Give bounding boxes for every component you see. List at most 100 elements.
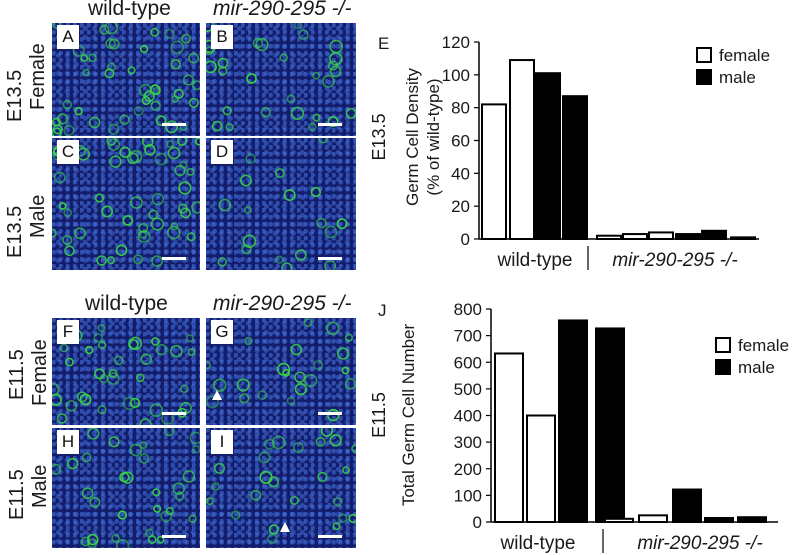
germ-cell (139, 418, 152, 425)
germ-cell (160, 510, 173, 523)
legend-swatch (715, 337, 731, 353)
germ-cell (117, 510, 128, 520)
panel-letter: H (57, 430, 79, 454)
germ-cell (80, 536, 91, 547)
germ-cell (129, 397, 141, 409)
germ-cell (188, 514, 197, 523)
germ-cell (137, 230, 151, 243)
y-tick-label: 200 (454, 460, 482, 479)
scale-bar (318, 535, 342, 538)
germ-cell (182, 470, 196, 483)
bar (596, 234, 622, 240)
germ-cell (74, 107, 83, 116)
y-tick-label: 600 (454, 353, 482, 372)
micrograph-panel: A (52, 23, 200, 136)
germ-cell (115, 244, 128, 256)
germ-cell (109, 155, 122, 168)
micrograph-panel: I (206, 428, 356, 548)
germ-cell (255, 37, 269, 52)
bar (704, 517, 734, 524)
micrograph-cells (217, 138, 348, 270)
germ-cell (236, 378, 250, 392)
scale-bar (162, 257, 186, 260)
germ-cell (122, 396, 136, 411)
germ-cell (76, 391, 88, 403)
germ-cell (342, 466, 350, 474)
legend-label: female (738, 336, 789, 355)
germ-cell (129, 443, 143, 457)
germ-cell (257, 390, 268, 401)
germ-cell (225, 123, 234, 132)
germ-cell (149, 403, 164, 417)
row-label-e135-female-stage: E13.5 (4, 69, 26, 122)
germ-cell (191, 201, 200, 214)
germ-cell (286, 94, 296, 104)
germ-cell (298, 29, 309, 40)
panel-letter: G (211, 320, 233, 344)
legend-label: male (719, 68, 756, 87)
x-group-label: mir-290-295 -/- (612, 250, 737, 271)
scale-bar (318, 412, 342, 415)
bar (737, 516, 767, 524)
scale-bar (162, 123, 186, 126)
germ-cell (260, 107, 271, 118)
germ-cell (65, 400, 78, 412)
germ-cell (294, 382, 308, 396)
germ-cell (108, 123, 120, 135)
panel-letter: D (211, 140, 233, 164)
micrograph-panel: B (206, 23, 356, 136)
bar (604, 517, 634, 523)
bar (481, 103, 507, 240)
germ-cell (116, 538, 130, 548)
germ-cell (312, 71, 321, 80)
germ-cell (150, 27, 160, 37)
germ-cell (242, 234, 257, 249)
germ-cell (106, 62, 116, 72)
germ-cell (62, 234, 73, 246)
micrograph-cells (52, 138, 200, 267)
row-label-e115-female-stage: E11.5 (6, 349, 28, 400)
germ-cell (338, 513, 348, 523)
germ-cell (151, 337, 160, 346)
germ-cell (56, 113, 69, 125)
germ-cell (99, 24, 110, 35)
germ-cell (127, 66, 136, 75)
germ-cell (194, 138, 200, 146)
germ-cell (329, 434, 342, 447)
germ-cell (53, 171, 66, 184)
germ-cell (148, 209, 159, 220)
scale-bar (318, 123, 342, 126)
germ-cell (244, 336, 253, 346)
bar (558, 319, 588, 524)
germ-cell (313, 360, 324, 371)
germ-cell (206, 360, 211, 370)
germ-cell (182, 74, 195, 86)
germ-cell (303, 318, 313, 327)
bar (595, 327, 625, 523)
y-tick-label: 100 (454, 486, 482, 505)
panel-letter: A (57, 25, 79, 49)
germ-cell (344, 377, 356, 390)
legend-swatch (696, 47, 712, 63)
y-tick-label: 120 (442, 33, 470, 52)
germ-cell (126, 152, 139, 165)
germ-cell (147, 535, 157, 544)
bar (562, 95, 588, 240)
germ-cell (166, 140, 174, 148)
germ-cell (150, 217, 165, 231)
germ-cell (52, 463, 62, 475)
germ-cell (97, 405, 107, 415)
germ-cell (101, 205, 114, 218)
germ-cell (106, 256, 116, 265)
germ-cell (290, 106, 305, 120)
germ-cell (150, 100, 161, 111)
germ-cell (326, 321, 340, 336)
germ-cell (96, 255, 107, 266)
germ-cell (307, 122, 317, 132)
y-tick-label: 800 (454, 300, 482, 319)
germ-cell (336, 347, 350, 360)
germ-cell (170, 344, 183, 358)
micrograph-panel: D (206, 138, 356, 270)
germ-cell (167, 225, 181, 240)
germ-cell (128, 336, 143, 351)
